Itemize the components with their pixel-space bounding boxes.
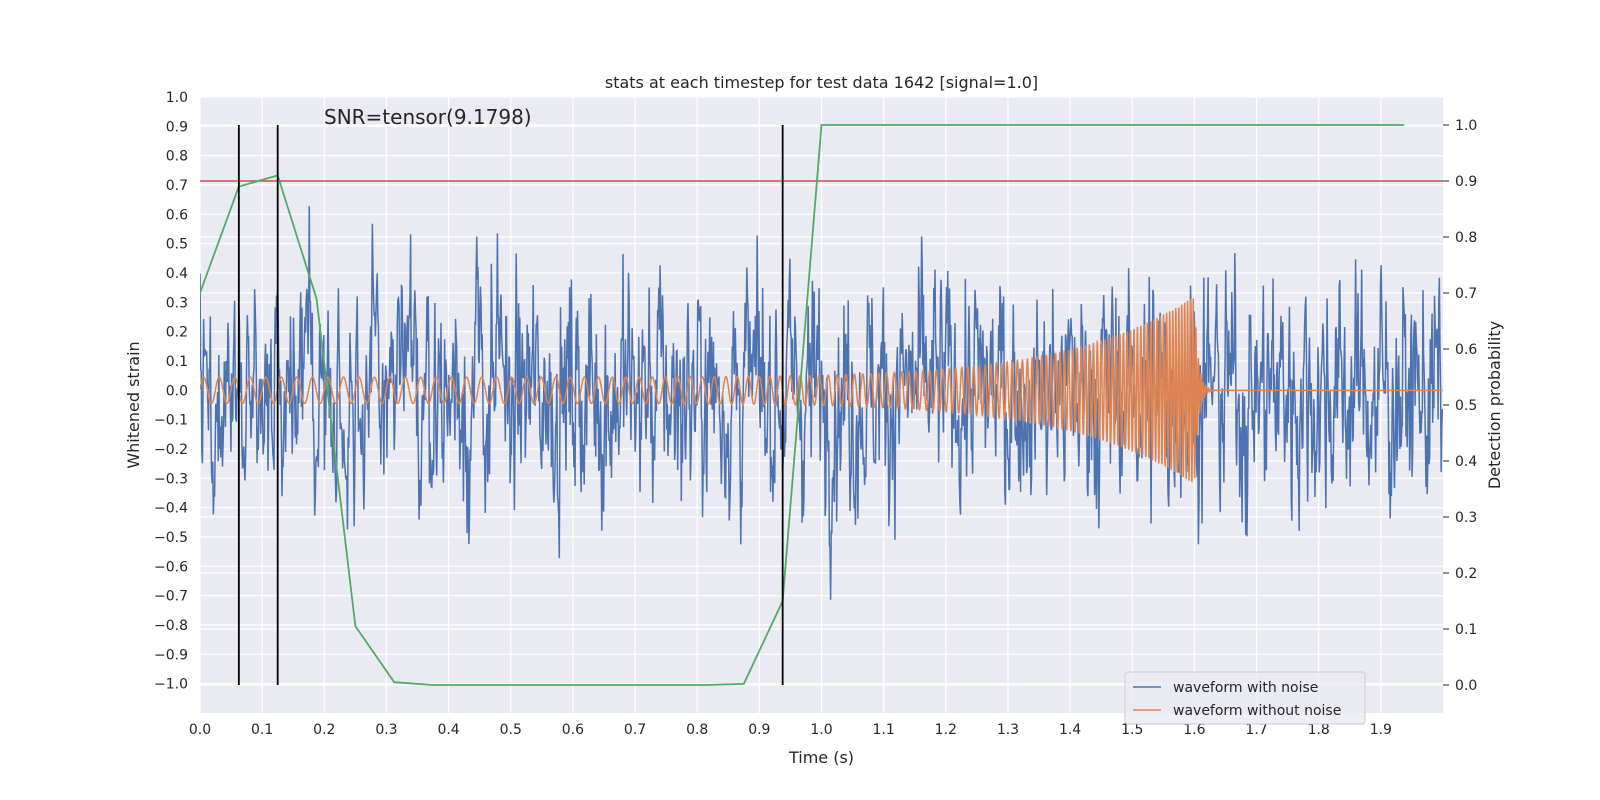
y-tick-label: 0.0: [166, 383, 188, 399]
x-axis-label: Time (s): [788, 748, 854, 767]
series-line-detection-probability: [200, 124, 1405, 686]
y-tick-label: −0.9: [154, 647, 188, 663]
series-line-waveform-with-noise: [200, 206, 1443, 600]
x-tick-label: 1.5: [1121, 722, 1143, 738]
y2-tick-label: 0.7: [1455, 286, 1477, 302]
x-tick-label: 0.8: [686, 722, 708, 738]
x-tick-label: 1.7: [1245, 722, 1267, 738]
series-layer: [200, 124, 1443, 686]
vertical-markers: [237, 125, 784, 685]
y-tick-label: −0.7: [154, 589, 188, 605]
y-tick-label: 0.3: [166, 295, 188, 311]
x-tick-label: 1.9: [1370, 722, 1392, 738]
series-line-waveform-without-noise: [200, 298, 1443, 483]
y2-tick-label: 0.9: [1455, 174, 1477, 190]
x-tick-label: 1.1: [873, 722, 895, 738]
x-tick-label: 1.3: [997, 722, 1019, 738]
y-tick-label: −1.0: [154, 677, 188, 693]
snr-annotation: SNR=tensor(9.1798): [324, 105, 532, 129]
y-tick-label: 0.7: [166, 178, 188, 194]
y-tick-label: 0.8: [166, 149, 188, 165]
x-tick-label: 1.6: [1183, 722, 1205, 738]
y2-tick-label: 0.6: [1455, 342, 1477, 358]
x-tick-label: 0.0: [189, 722, 211, 738]
x-tick-label: 0.3: [375, 722, 397, 738]
x-tick-label: 0.2: [313, 722, 335, 738]
y-tick-label: −0.1: [154, 413, 188, 429]
y-tick-label: −0.3: [154, 471, 188, 487]
x-tick-label: 0.6: [562, 722, 584, 738]
chart-title: stats at each timestep for test data 164…: [605, 73, 1038, 92]
legend-label-waveform-with-noise: waveform with noise: [1173, 680, 1318, 696]
x-tick-label: 1.8: [1308, 722, 1330, 738]
x-tick-label: 0.1: [251, 722, 273, 738]
y-tick-label: −0.5: [154, 530, 188, 546]
x-tick-labels: 0.0 0.1 0.2 0.3 0.4 0.5 0.6 0.7 0.8 0.9 1.0 1.1 1.2 1…: [189, 722, 1392, 738]
x-tick-label: 0.7: [624, 722, 646, 738]
y2-tick-label: 0.4: [1455, 454, 1477, 470]
y2-tick-label: 1.0: [1455, 118, 1477, 134]
y2-tick-label: 0.2: [1455, 566, 1477, 582]
x-tick-label: 0.4: [437, 722, 459, 738]
y2-axis-label: Detection probability: [1485, 321, 1504, 489]
x-tick-label: 1.4: [1059, 722, 1081, 738]
y-tick-label: 0.9: [166, 119, 188, 135]
y-axis-label: Whitened strain: [124, 341, 143, 468]
y2-tick-label: 0.3: [1455, 510, 1477, 526]
y-tick-label: −0.4: [154, 501, 188, 517]
y-tick-label: 0.5: [166, 237, 188, 253]
y-tick-label: 0.1: [166, 354, 188, 370]
y-tick-label: −0.6: [154, 559, 188, 575]
y-tick-label: 0.6: [166, 207, 188, 223]
legend: waveform with noise waveform without noi…: [1124, 671, 1366, 725]
x-tick-label: 1.0: [810, 722, 832, 738]
legend-label-waveform-without-noise: waveform without noise: [1173, 703, 1341, 719]
y-tick-label: 0.4: [166, 266, 188, 282]
x-tick-label: 1.2: [935, 722, 957, 738]
y-tick-label: 1.0: [166, 90, 188, 106]
y-tick-label: −0.8: [154, 618, 188, 634]
y2-tick-labels: 0.0 0.1 0.2 0.3 0.4 0.5 0.6 0.7 0.8 0.9 1.0: [1443, 118, 1477, 694]
x-tick-label: 0.9: [748, 722, 770, 738]
legend-box: [1124, 671, 1366, 725]
x-tick-label: 0.5: [500, 722, 522, 738]
y-tick-label: −0.2: [154, 442, 188, 458]
y2-tick-label: 0.1: [1455, 622, 1477, 638]
y2-tick-label: 0.8: [1455, 230, 1477, 246]
y2-tick-label: 0.0: [1455, 678, 1477, 694]
y-tick-labels: 1.0 0.9 0.8 0.7 0.6 0.5 0.4 0.3 0.2 0.1 0.0 −0.1 −0.…: [154, 90, 188, 693]
y-tick-label: 0.2: [166, 325, 188, 341]
y2-tick-label: 0.5: [1455, 398, 1477, 414]
